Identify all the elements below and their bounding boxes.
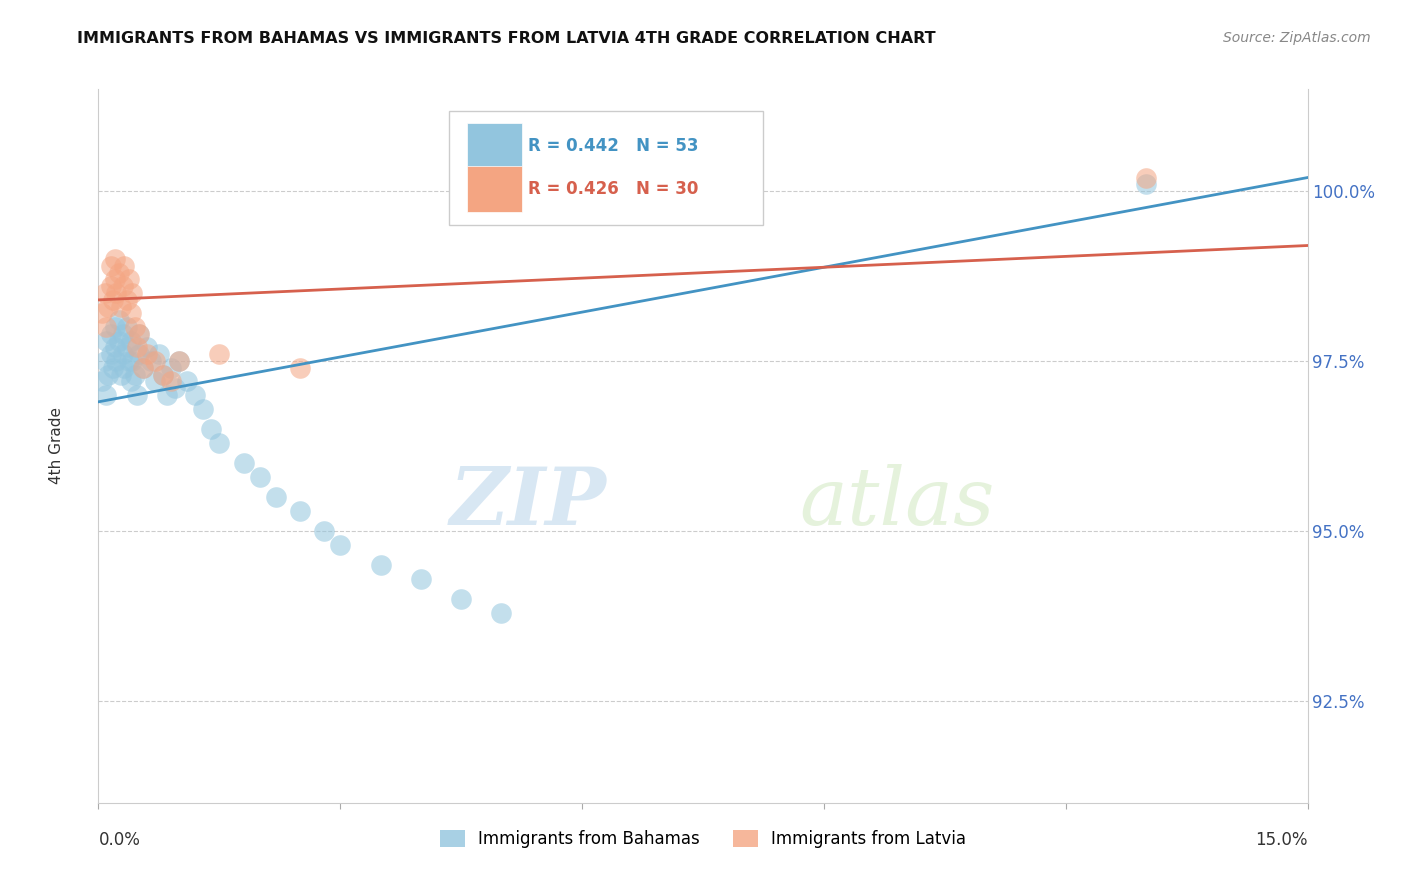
Immigrants from Bahamas (97, 368, 120, 382)
Immigrants from Bahamas (132, 360, 155, 375)
Immigrants from Bahamas (143, 375, 166, 389)
Immigrants from Bahamas (115, 341, 138, 355)
Immigrants from Bahamas (105, 354, 128, 368)
Immigrants from Bahamas (128, 326, 150, 341)
Immigrants from Latvia (132, 360, 155, 375)
Immigrants from Bahamas (111, 347, 134, 361)
Immigrants from Bahamas (370, 558, 392, 572)
Immigrants from Bahamas (111, 326, 134, 341)
Immigrants from Latvia (111, 279, 134, 293)
Immigrants from Bahamas (184, 388, 207, 402)
Immigrants from Latvia (128, 326, 150, 341)
Immigrants from Bahamas (94, 354, 117, 368)
Immigrants from Bahamas (163, 381, 186, 395)
Immigrants from Bahamas (124, 368, 146, 382)
Immigrants from Bahamas (96, 388, 118, 402)
Immigrants from Bahamas (314, 524, 336, 538)
Immigrants from Latvia (115, 293, 138, 307)
FancyBboxPatch shape (467, 166, 522, 212)
Immigrants from Bahamas (1135, 178, 1157, 192)
Immigrants from Latvia (110, 300, 132, 314)
Immigrants from Bahamas (121, 354, 143, 368)
Immigrants from Latvia (1135, 170, 1157, 185)
Immigrants from Latvia (152, 368, 174, 382)
Immigrants from Bahamas (118, 354, 141, 368)
Immigrants from Latvia (288, 360, 311, 375)
Text: 4th Grade: 4th Grade (49, 408, 63, 484)
Immigrants from Latvia (100, 279, 122, 293)
Immigrants from Bahamas (101, 360, 124, 375)
Immigrants from Bahamas (139, 354, 162, 368)
Immigrants from Bahamas (91, 375, 114, 389)
Immigrants from Bahamas (249, 469, 271, 483)
Immigrants from Latvia (208, 347, 231, 361)
Immigrants from Bahamas (232, 456, 254, 470)
Immigrants from Latvia (105, 286, 128, 301)
Immigrants from Bahamas (115, 320, 138, 334)
Text: R = 0.442   N = 53: R = 0.442 N = 53 (527, 137, 699, 155)
Text: Source: ZipAtlas.com: Source: ZipAtlas.com (1223, 31, 1371, 45)
Immigrants from Bahamas (120, 375, 142, 389)
Immigrants from Bahamas (329, 537, 352, 551)
Immigrants from Latvia (124, 320, 146, 334)
Legend: Immigrants from Bahamas, Immigrants from Latvia: Immigrants from Bahamas, Immigrants from… (433, 823, 973, 855)
Immigrants from Bahamas (100, 326, 122, 341)
Immigrants from Latvia (94, 286, 117, 301)
Immigrants from Bahamas (200, 422, 222, 436)
Text: atlas: atlas (800, 465, 995, 541)
Text: IMMIGRANTS FROM BAHAMAS VS IMMIGRANTS FROM LATVIA 4TH GRADE CORRELATION CHART: IMMIGRANTS FROM BAHAMAS VS IMMIGRANTS FR… (77, 31, 936, 46)
Immigrants from Bahamas (160, 360, 183, 375)
Immigrants from Bahamas (103, 341, 125, 355)
Immigrants from Bahamas (450, 591, 472, 606)
Immigrants from Bahamas (135, 341, 157, 355)
Immigrants from Latvia (160, 375, 183, 389)
FancyBboxPatch shape (467, 123, 522, 169)
Immigrants from Bahamas (176, 375, 198, 389)
Immigrants from Latvia (103, 252, 125, 266)
Immigrants from Bahamas (491, 606, 513, 620)
Immigrants from Bahamas (148, 347, 170, 361)
Immigrants from Latvia (127, 341, 149, 355)
Immigrants from Bahamas (96, 334, 118, 348)
Immigrants from Bahamas (120, 334, 142, 348)
Immigrants from Latvia (167, 354, 190, 368)
Immigrants from Bahamas (167, 354, 190, 368)
Immigrants from Bahamas (193, 401, 215, 416)
Text: 15.0%: 15.0% (1256, 831, 1308, 849)
Immigrants from Latvia (121, 286, 143, 301)
Immigrants from Bahamas (288, 503, 311, 517)
Immigrants from Bahamas (100, 347, 122, 361)
Immigrants from Bahamas (264, 490, 287, 504)
Immigrants from Latvia (103, 272, 125, 286)
Immigrants from Bahamas (127, 388, 149, 402)
Immigrants from Bahamas (107, 313, 129, 327)
Immigrants from Latvia (96, 320, 118, 334)
Immigrants from Bahamas (152, 368, 174, 382)
Immigrants from Bahamas (112, 360, 135, 375)
FancyBboxPatch shape (449, 111, 763, 225)
Immigrants from Latvia (97, 300, 120, 314)
Immigrants from Latvia (107, 266, 129, 280)
Immigrants from Bahamas (128, 347, 150, 361)
Text: ZIP: ZIP (450, 465, 606, 541)
Text: 0.0%: 0.0% (98, 831, 141, 849)
Immigrants from Bahamas (110, 368, 132, 382)
Text: R = 0.426   N = 30: R = 0.426 N = 30 (527, 180, 697, 198)
Immigrants from Bahamas (107, 334, 129, 348)
Immigrants from Latvia (143, 354, 166, 368)
Immigrants from Bahamas (156, 388, 179, 402)
Immigrants from Latvia (112, 259, 135, 273)
Immigrants from Bahamas (208, 435, 231, 450)
Immigrants from Latvia (120, 306, 142, 320)
Immigrants from Latvia (101, 293, 124, 307)
Immigrants from Latvia (135, 347, 157, 361)
Immigrants from Bahamas (409, 572, 432, 586)
Immigrants from Latvia (100, 259, 122, 273)
Immigrants from Latvia (118, 272, 141, 286)
Immigrants from Latvia (91, 306, 114, 320)
Immigrants from Bahamas (103, 320, 125, 334)
